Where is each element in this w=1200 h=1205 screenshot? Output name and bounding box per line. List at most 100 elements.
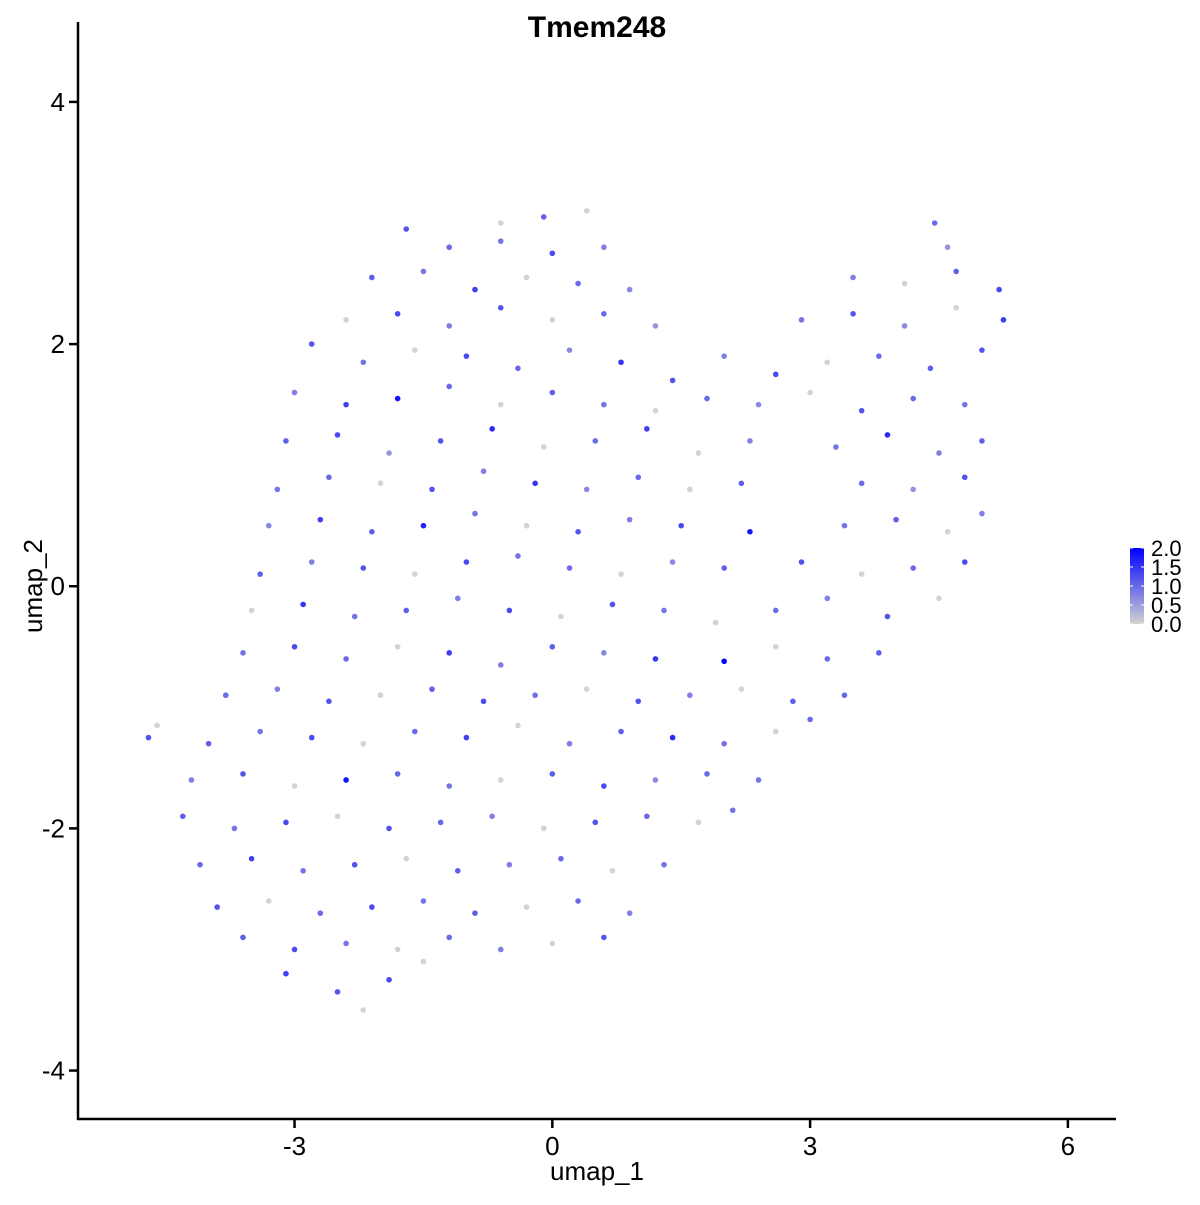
cell-point <box>446 323 453 329</box>
cell-point <box>274 686 281 692</box>
cell-point <box>841 522 848 529</box>
cell-point <box>566 347 573 353</box>
cell-point <box>996 286 1002 293</box>
colorbar-legend: 2.01.51.00.50.0 <box>1130 536 1182 637</box>
cell-point <box>747 438 753 444</box>
cell-point <box>300 601 306 608</box>
cell-point <box>403 607 410 614</box>
cell-point <box>420 268 427 275</box>
cell-point <box>360 565 367 571</box>
cell-point <box>145 734 152 741</box>
cell-point <box>394 771 401 777</box>
cell-point <box>583 208 590 214</box>
cell-point <box>652 323 659 329</box>
cell-point <box>446 650 453 656</box>
cell-point <box>308 734 315 741</box>
cell-point <box>403 855 410 862</box>
x-tick-label: 6 <box>1061 1131 1075 1161</box>
cell-point <box>540 444 547 450</box>
cell-point <box>944 244 951 251</box>
cell-point <box>437 819 444 826</box>
cell-point <box>334 813 341 820</box>
cell-point <box>360 359 367 366</box>
cell-point <box>540 214 547 220</box>
cell-point <box>583 486 590 493</box>
cell-point <box>583 686 590 692</box>
cell-point <box>884 613 891 620</box>
cell-point <box>429 486 435 493</box>
cell-point <box>480 468 487 475</box>
cell-point <box>824 656 831 662</box>
cell-point <box>961 401 968 408</box>
cell-point <box>351 613 358 620</box>
cell-point <box>738 686 745 692</box>
cell-point <box>205 740 212 747</box>
cell-point <box>678 522 685 529</box>
cell-point <box>497 220 504 226</box>
cell-point <box>669 734 676 741</box>
cell-point <box>644 426 650 432</box>
cell-point <box>257 571 263 577</box>
cell-point <box>317 516 324 523</box>
cell-point <box>369 274 375 281</box>
cell-point <box>394 311 401 317</box>
cell-point <box>635 474 642 481</box>
y-tick-label: 4 <box>51 87 65 117</box>
cell-point <box>394 946 401 953</box>
cell-point <box>609 867 616 874</box>
cell-point <box>497 401 504 408</box>
y-tick-label: 2 <box>51 329 65 359</box>
cell-point <box>772 607 779 614</box>
cell-point <box>240 650 246 656</box>
cell-point <box>308 341 315 347</box>
x-tick-label: 3 <box>803 1131 817 1161</box>
cell-point <box>231 825 238 832</box>
cell-point <box>532 480 538 487</box>
cell-point <box>549 940 556 947</box>
cell-point <box>618 728 624 735</box>
chart-title: Tmem248 <box>528 11 666 44</box>
cell-point <box>876 353 882 359</box>
cell-point <box>858 480 865 487</box>
cell-point <box>360 740 367 747</box>
x-tick-label: 0 <box>545 1131 559 1161</box>
colorbar-label: 1.5 <box>1151 555 1182 580</box>
points-layer <box>145 208 1007 1013</box>
cell-point <box>931 220 938 226</box>
colorbar-label: 0.5 <box>1151 593 1182 618</box>
y-tick-label: -2 <box>42 813 65 843</box>
y-tick-label: -4 <box>42 1056 65 1086</box>
cell-point <box>1000 317 1007 323</box>
cell-point <box>592 819 599 826</box>
cell-point <box>265 898 272 904</box>
x-tick-label: -3 <box>283 1131 306 1161</box>
cell-point <box>549 389 556 396</box>
cell-point <box>884 432 891 438</box>
cell-point <box>738 480 745 487</box>
cell-point <box>772 371 779 378</box>
cell-point <box>506 861 513 868</box>
cell-point <box>283 438 289 444</box>
cell-point <box>343 401 349 408</box>
cell-point <box>549 771 556 777</box>
cell-point <box>721 740 727 747</box>
cell-point <box>669 559 676 565</box>
cell-point <box>876 650 882 656</box>
x-axis-label: umap_1 <box>550 1156 644 1186</box>
cell-point <box>446 383 453 390</box>
cell-point <box>601 401 607 408</box>
cell-point <box>154 722 160 729</box>
cell-point <box>454 867 461 874</box>
cell-point <box>343 777 349 783</box>
cell-point <box>687 692 693 699</box>
cell-point <box>807 389 813 396</box>
cell-point <box>515 722 521 729</box>
cell-point <box>300 867 306 874</box>
cell-point <box>446 934 453 941</box>
cell-point <box>695 450 702 456</box>
cell-point <box>953 268 959 275</box>
cell-point <box>644 813 650 820</box>
cell-point <box>575 528 581 535</box>
cell-point <box>291 389 298 396</box>
cell-point <box>480 698 487 705</box>
